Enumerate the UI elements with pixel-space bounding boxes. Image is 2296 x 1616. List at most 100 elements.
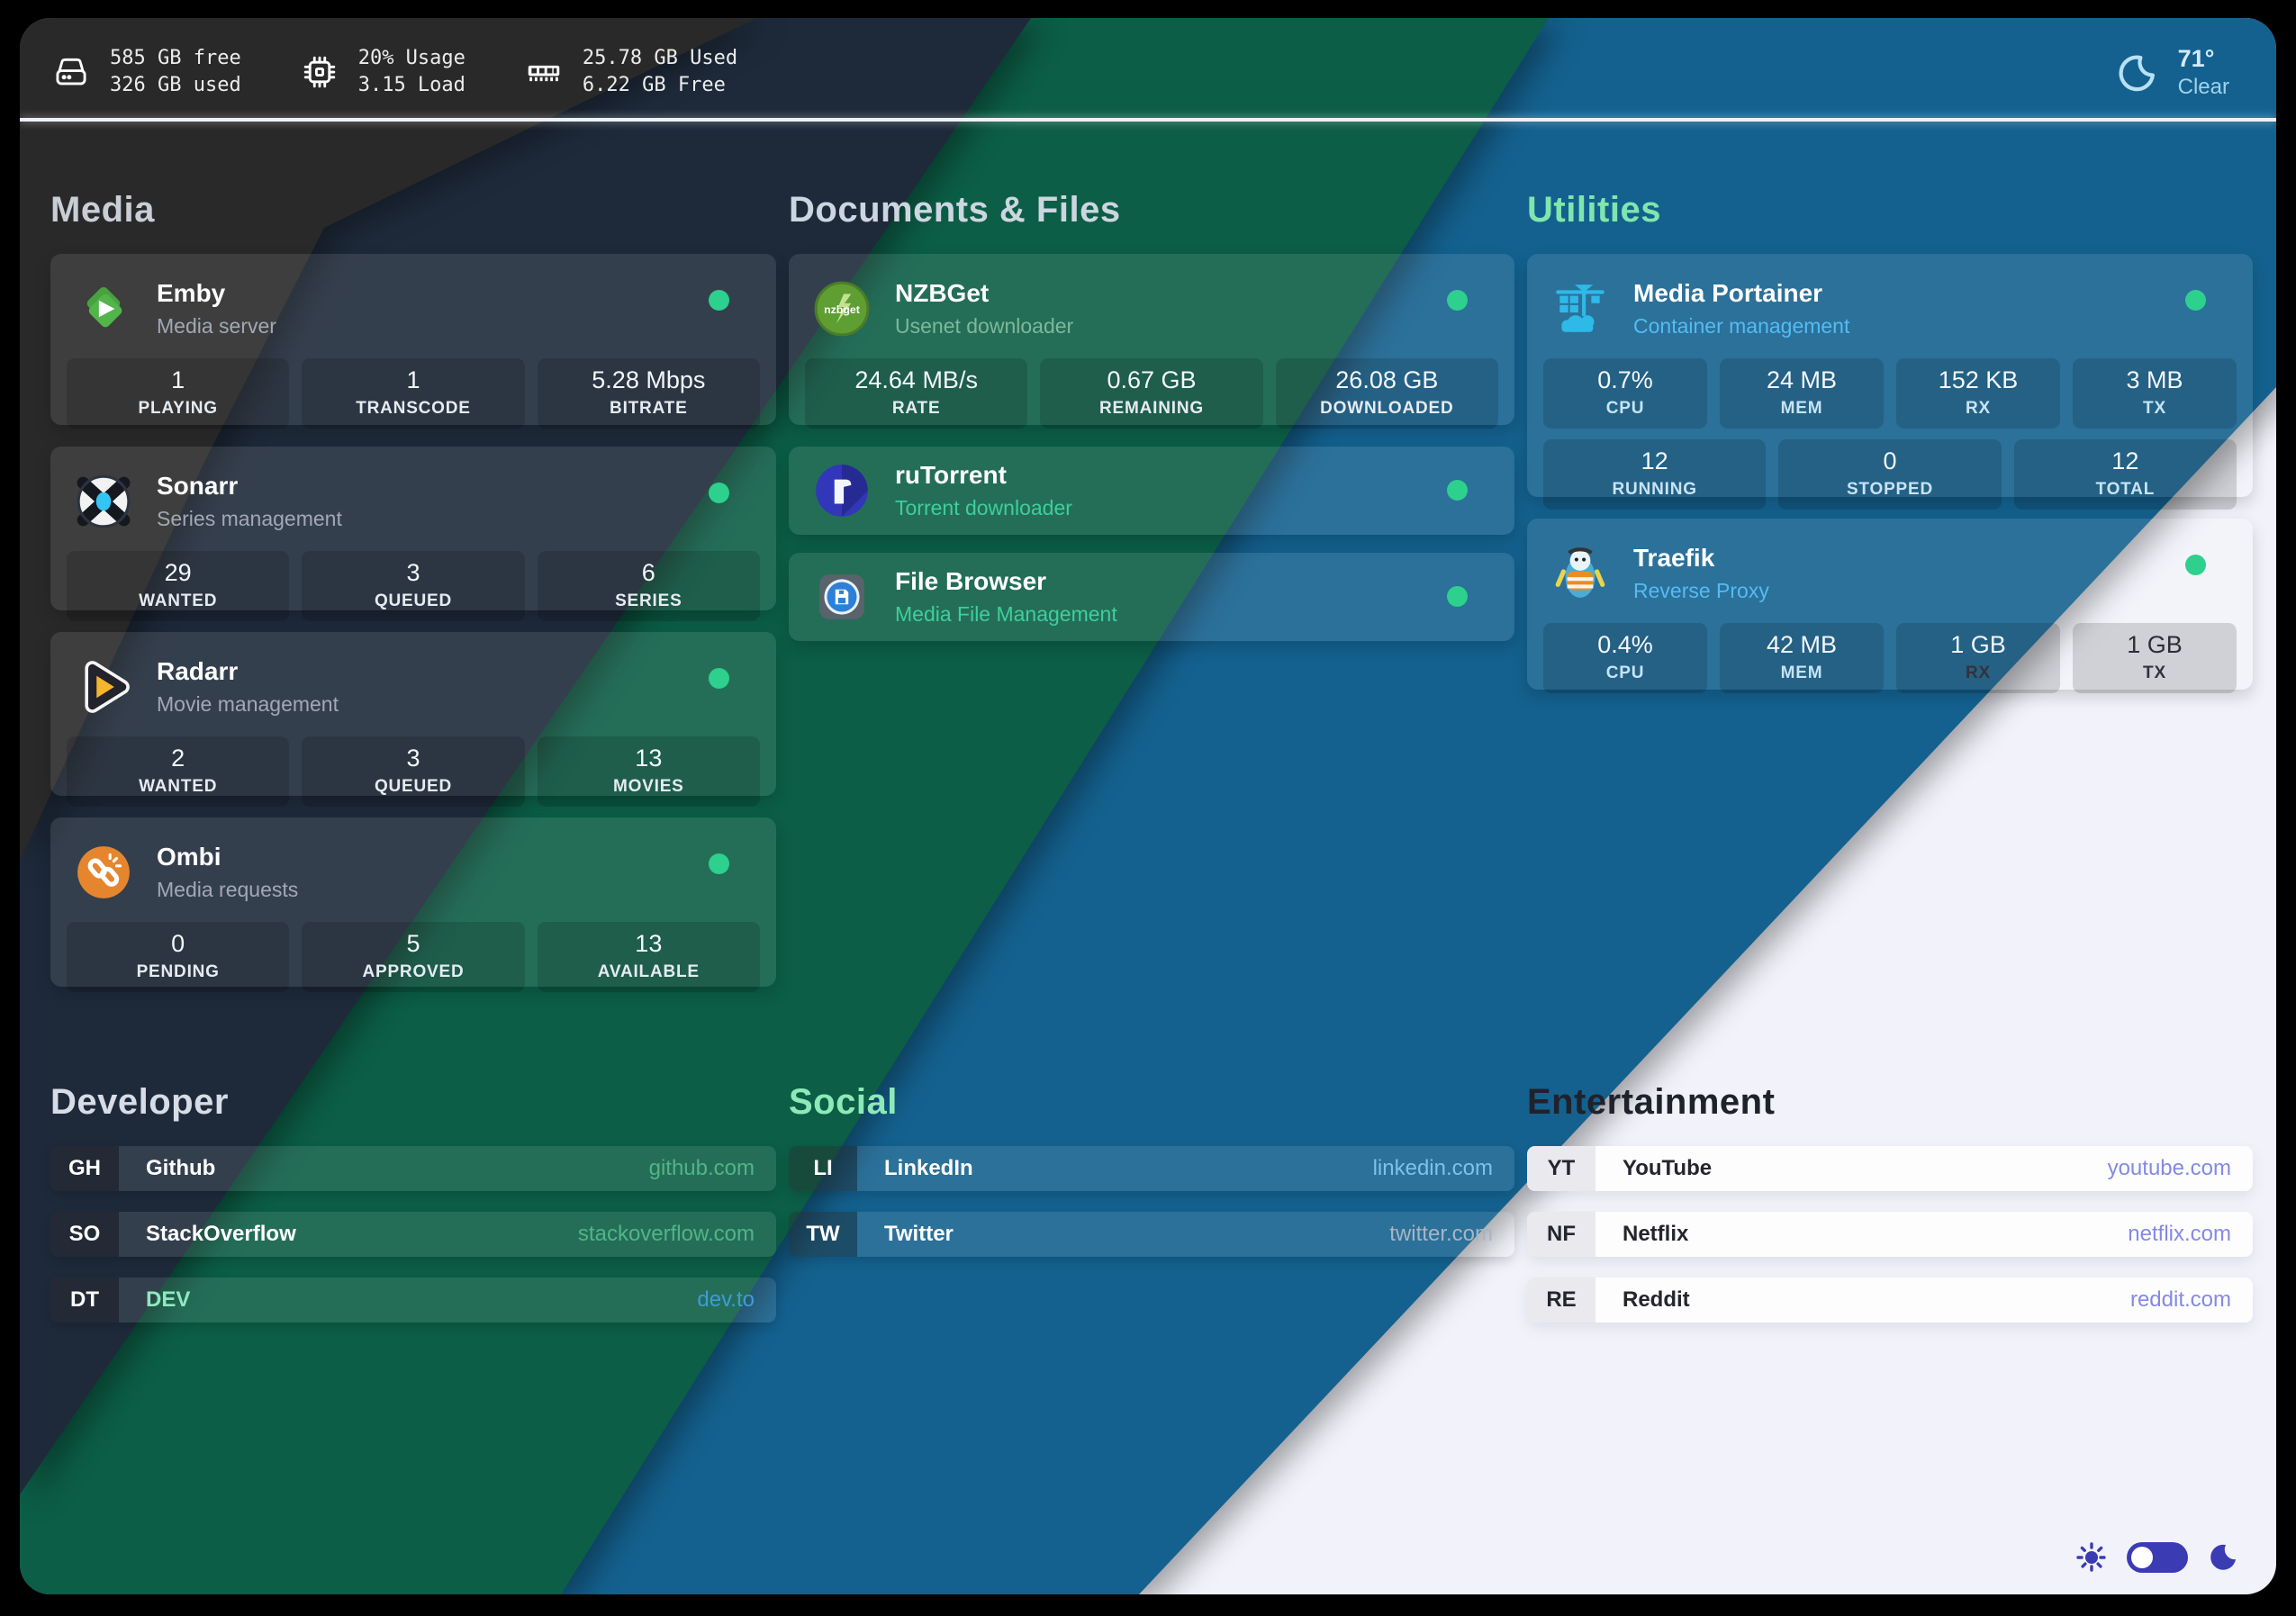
emby-icon <box>74 279 133 339</box>
section-social: Social LI LinkedIn linkedin.com TW Twitt… <box>789 1082 1514 1343</box>
dark-moon-icon[interactable] <box>2208 1542 2238 1573</box>
app-title: Traefik <box>1633 544 1715 572</box>
stat-running: 12 RUNNING <box>1543 439 1767 510</box>
status-dot <box>709 483 729 503</box>
bookmark-name: DEV <box>146 1287 191 1312</box>
app-card-sonarr[interactable]: Sonarr Series management 29 WANTED 3 QUEUE… <box>50 447 776 621</box>
status-dot <box>1447 586 1468 607</box>
toggle-knob <box>2131 1547 2153 1568</box>
bookmark-name: Twitter <box>884 1222 954 1246</box>
disk-icon <box>56 58 86 86</box>
bookmark-url: stackoverflow.com <box>577 1222 755 1246</box>
bookmark-name: Github <box>146 1156 216 1180</box>
app-title: File Browser <box>895 567 1047 595</box>
app-card-nzbget[interactable]: nzbget NZBGet Usenet downloader 24.64 MB… <box>789 254 1514 429</box>
stat-movies: 13 MOVIES <box>537 736 760 807</box>
app-card-rutorrent[interactable]: ruTorrent Torrent downloader <box>789 447 1514 535</box>
portainer-icon <box>1550 279 1610 339</box>
bookmark-tag: DT <box>50 1277 119 1323</box>
app-card-portainer[interactable]: Media Portainer Container management 0.7… <box>1527 254 2253 510</box>
theme-controls <box>2076 1542 2238 1573</box>
bookmark-tag: NF <box>1527 1212 1595 1257</box>
section-title: Media <box>50 190 155 230</box>
bookmark-name: StackOverflow <box>146 1222 296 1246</box>
app-title: Radarr <box>157 657 239 685</box>
disk-free: 585 GB free <box>110 47 241 69</box>
bookmark-tag: GH <box>50 1146 119 1191</box>
bookmark-url: reddit.com <box>2129 1287 2231 1312</box>
bookmark-youtube[interactable]: YT YouTube youtube.com <box>1527 1146 2253 1191</box>
app-card-filebrowser[interactable]: File Browser Media File Management <box>789 553 1514 641</box>
stat-rate: 24.64 MB/s RATE <box>805 358 1028 429</box>
bookmark-stackoverflow[interactable]: SO StackOverflow stackoverflow.com <box>50 1212 776 1257</box>
disk-used: 326 GB used <box>110 73 241 96</box>
bookmark-linkedin[interactable]: LI LinkedIn linkedin.com <box>789 1146 1514 1191</box>
bookmark-github[interactable]: GH Github github.com <box>50 1146 776 1191</box>
status-dot <box>709 290 729 311</box>
stat-rx: 1 GB RX <box>1896 623 2060 693</box>
filebrowser-icon <box>812 567 872 627</box>
status-dot <box>2185 555 2206 575</box>
app-card-emby[interactable]: Emby Media server 1 PLAYING 1 TRANSCODE 5.… <box>50 254 776 429</box>
status-dot <box>2185 290 2206 311</box>
sun-icon[interactable] <box>2076 1542 2107 1573</box>
app-subtitle: Movie management <box>157 692 339 716</box>
bookmark-name: Netflix <box>1623 1222 1689 1246</box>
app-subtitle: Usenet downloader <box>895 314 1074 338</box>
stat-approved: 5 APPROVED <box>302 922 525 992</box>
status-dot <box>1447 480 1468 501</box>
bookmark-url: linkedin.com <box>1372 1156 1493 1180</box>
app-title: Sonarr <box>157 472 239 500</box>
stat-rx: 152 KB RX <box>1896 358 2060 429</box>
stat-bitrate: 5.28 Mbps BITRATE <box>537 358 760 429</box>
section-media: Media Emby Media server 1 PLAYING 1 TRANSC… <box>50 190 776 1008</box>
stat-mem: 42 MB MEM <box>1720 623 1884 693</box>
stat-wanted: 29 WANTED <box>67 551 290 621</box>
section-documents-files: Documents & Files nzbget NZBGet Usenet d… <box>789 190 1514 1008</box>
app-subtitle: Media requests <box>157 878 299 901</box>
bookmark-url: dev.to <box>697 1287 755 1312</box>
disk-stat: 585 GB free 326 GB used <box>50 45 241 98</box>
stat-available: 13 AVAILABLE <box>537 922 760 992</box>
status-dot <box>709 853 729 874</box>
status-dot <box>1447 290 1468 311</box>
moon-icon <box>2119 55 2155 91</box>
section-entertainment: Entertainment YT YouTube youtube.com NF … <box>1527 1082 2253 1343</box>
section-title: Entertainment <box>1527 1082 1776 1122</box>
stat-total: 12 TOTAL <box>2013 439 2237 510</box>
memory-stat: 25.78 GB Used 6.22 GB Free <box>523 45 737 98</box>
bookmark-tag: YT <box>1527 1146 1595 1191</box>
bookmark-name: LinkedIn <box>884 1156 973 1180</box>
header-divider <box>20 118 2276 122</box>
section-title: Documents & Files <box>789 190 1121 230</box>
section-developer: Developer GH Github github.com SO StackO… <box>50 1082 776 1343</box>
section-title: Social <box>789 1082 898 1122</box>
app-subtitle: Reverse Proxy <box>1633 579 1769 602</box>
cpu-load: 3.15 Load <box>357 73 466 96</box>
radarr-icon <box>74 657 133 717</box>
memory-free: 6.22 GB Free <box>582 73 726 96</box>
bookmark-netflix[interactable]: NF Netflix netflix.com <box>1527 1212 2253 1257</box>
bookmark-name: YouTube <box>1623 1156 1713 1180</box>
dashboard-grid: Media Emby Media server 1 PLAYING 1 TRANSC… <box>20 122 2276 1343</box>
app-subtitle: Media File Management <box>895 602 1117 626</box>
section-utilities: Utilities Media Portainer Container mana… <box>1527 190 2253 1008</box>
cpu-icon <box>303 56 335 87</box>
bookmark-dev[interactable]: DT DEV dev.to <box>50 1277 776 1323</box>
app-card-radarr[interactable]: Radarr Movie management 2 WANTED 3 QUEUED … <box>50 632 776 807</box>
system-stats: 585 GB free 326 GB used 20% Usage 3.15 L… <box>50 45 737 98</box>
app-title: ruTorrent <box>895 461 1007 489</box>
status-dot <box>709 668 729 689</box>
theme-toggle-switch[interactable] <box>2127 1542 2188 1573</box>
bookmark-twitter[interactable]: TW Twitter twitter.com <box>789 1212 1514 1257</box>
faceted-background <box>20 18 2276 1594</box>
bookmark-reddit[interactable]: RE Reddit reddit.com <box>1527 1277 2253 1323</box>
stat-tx: 1 GB TX <box>2073 623 2237 693</box>
app-title: NZBGet <box>895 279 990 307</box>
weather-widget: 71° Clear <box>2113 45 2235 100</box>
app-subtitle: Series management <box>157 507 342 530</box>
app-card-traefik[interactable]: Traefik Reverse Proxy 0.4% CPU 42 MB MEM 1… <box>1527 519 2253 693</box>
app-card-ombi[interactable]: Ombi Media requests 0 PENDING 5 APPROVED 1… <box>50 817 776 992</box>
app-title: Ombi <box>157 843 221 871</box>
stat-mem: 24 MB MEM <box>1720 358 1884 429</box>
